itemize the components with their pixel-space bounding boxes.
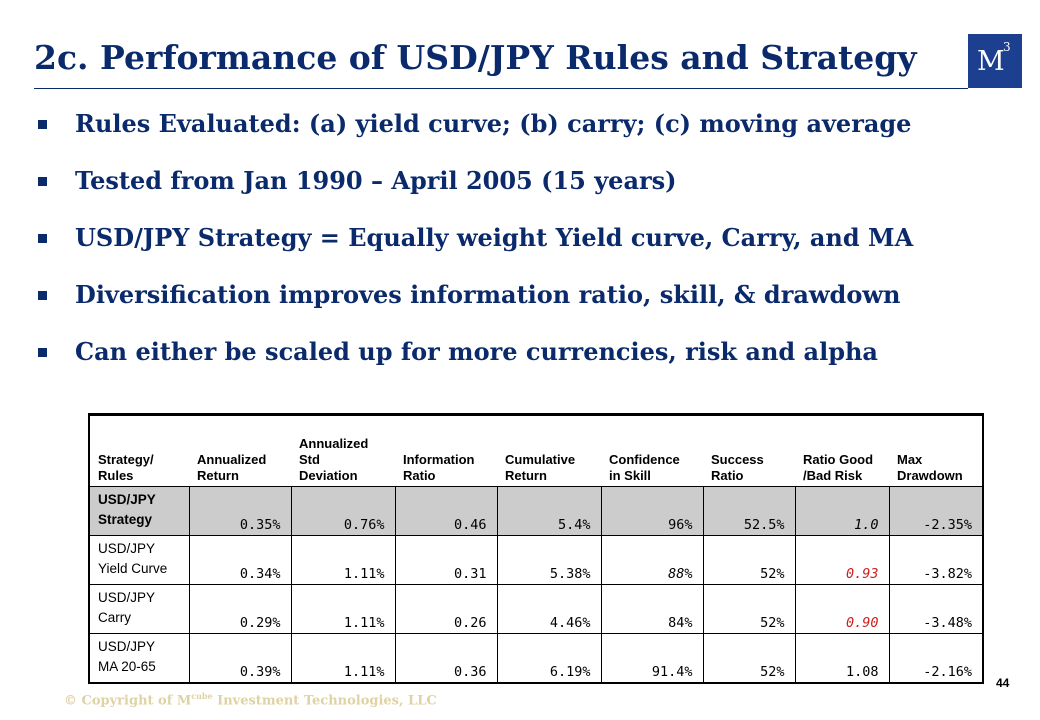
cell-confidence-in-skill: 88% xyxy=(600,535,703,585)
cell-annualized-return: 0.34% xyxy=(188,535,291,585)
header-cumulative-return: Cumulative Return xyxy=(505,452,576,483)
cell-success-ratio: 52% xyxy=(702,584,795,634)
cell-confidence-in-skill: 96% xyxy=(600,486,703,536)
row-name: USD/JPY Strategy xyxy=(88,486,189,536)
table-top-border xyxy=(88,413,984,417)
copyright-notice: © Copyright of Mcube Investment Technolo… xyxy=(64,691,437,709)
slide-title: 2c. Performance of USD/JPY Rules and Str… xyxy=(34,38,917,77)
header-max-drawdown: Max Drawdown xyxy=(889,416,984,487)
cell-max-drawdown: -2.16% xyxy=(888,633,984,684)
title-underline xyxy=(34,88,968,89)
row-name: USD/JPY Carry xyxy=(88,584,189,634)
cell-std-deviation: 1.11% xyxy=(290,633,395,684)
cell-confidence-in-skill: 84% xyxy=(600,584,703,634)
cell-annualized-return: 0.39% xyxy=(188,633,291,684)
table-row: USD/JPY Strategy 0.35% 0.76% 0.46 5.4% 96… xyxy=(88,486,984,536)
cell-annualized-return: 0.29% xyxy=(188,584,291,634)
cell-information-ratio: 0.26 xyxy=(394,584,497,634)
logo-letter: M xyxy=(977,46,1005,77)
cell-cumulative-return: 5.4% xyxy=(496,486,601,536)
cell-max-drawdown: -3.48% xyxy=(888,584,984,634)
cell-ratio-good-bad-risk: 0.90 xyxy=(794,584,889,634)
cell-information-ratio: 0.36 xyxy=(394,633,497,684)
bullet-item: Can either be scaled up for more currenc… xyxy=(36,332,913,389)
header-annualized-std-deviation: Annualized Std Deviation xyxy=(299,436,369,483)
cell-annualized-return: 0.35% xyxy=(188,486,291,536)
cell-std-deviation: 1.11% xyxy=(290,535,395,585)
cell-information-ratio: 0.31 xyxy=(394,535,497,585)
square-bullet-icon xyxy=(38,291,47,300)
cell-ratio-good-bad-risk: 1.08 xyxy=(794,633,889,684)
cell-success-ratio: 52% xyxy=(702,633,795,684)
square-bullet-icon xyxy=(38,120,47,129)
bullet-item: USD/JPY Strategy = Equally weight Yield … xyxy=(36,218,913,275)
table-header-row: Strategy/Rules Annualized Return Annualiz… xyxy=(88,416,984,487)
cell-success-ratio: 52.5% xyxy=(702,486,795,536)
cell-max-drawdown: -2.35% xyxy=(888,486,984,536)
table-row: USD/JPY MA 20-65 0.39% 1.11% 0.36 6.19% 9… xyxy=(88,633,984,684)
cell-cumulative-return: 5.38% xyxy=(496,535,601,585)
header-annualized-return: Annualized Return xyxy=(197,452,267,483)
cell-cumulative-return: 6.19% xyxy=(496,633,601,684)
header-strategy-rules: Strategy/Rules xyxy=(88,416,189,487)
square-bullet-icon xyxy=(38,348,47,357)
header-confidence-in-skill: Confidence in Skill xyxy=(609,452,680,483)
table-row: USD/JPY Carry 0.29% 1.11% 0.26 4.46% 84% … xyxy=(88,584,984,634)
cell-ratio-good-bad-risk: 0.93 xyxy=(794,535,889,585)
cell-ratio-good-bad-risk: 1.0 xyxy=(794,486,889,536)
row-name: USD/JPY MA 20-65 xyxy=(88,633,189,684)
bullet-item: Rules Evaluated: (a) yield curve; (b) ca… xyxy=(36,104,913,161)
cell-information-ratio: 0.46 xyxy=(394,486,497,536)
header-ratio-good-bad-risk: Ratio Good/Bad Risk xyxy=(803,452,874,483)
square-bullet-icon xyxy=(38,177,47,186)
cell-success-ratio: 52% xyxy=(702,535,795,585)
cell-std-deviation: 1.11% xyxy=(290,584,395,634)
bullet-item: Diversification improves information rat… xyxy=(36,275,913,332)
bullet-list: Rules Evaluated: (a) yield curve; (b) ca… xyxy=(36,104,913,389)
cell-std-deviation: 0.76% xyxy=(290,486,395,536)
page-number: 44 xyxy=(996,676,1010,690)
header-information-ratio: Information Ratio xyxy=(403,452,475,483)
cell-cumulative-return: 4.46% xyxy=(496,584,601,634)
cell-confidence-in-skill: 91.4% xyxy=(600,633,703,684)
row-name: USD/JPY Yield Curve xyxy=(88,535,189,585)
logo-superscript: 3 xyxy=(1003,40,1011,54)
header-success-ratio: Success Ratio xyxy=(711,452,764,483)
performance-table: Strategy/Rules Annualized Return Annualiz… xyxy=(88,413,984,684)
square-bullet-icon xyxy=(38,234,47,243)
bullet-item: Tested from Jan 1990 – April 2005 (15 ye… xyxy=(36,161,913,218)
table-row: USD/JPY Yield Curve 0.34% 1.11% 0.31 5.38… xyxy=(88,535,984,585)
m3-logo: M 3 xyxy=(968,34,1022,88)
cell-max-drawdown: -3.82% xyxy=(888,535,984,585)
